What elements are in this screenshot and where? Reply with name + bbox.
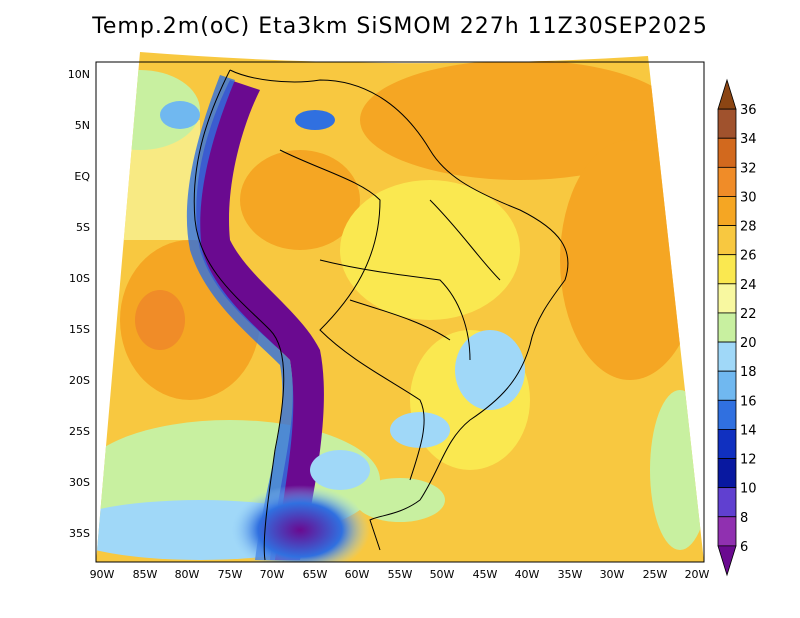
- lon-label: 75W: [218, 568, 243, 581]
- lon-label: 30W: [600, 568, 625, 581]
- lon-label: 90W: [90, 568, 115, 581]
- lon-label: 60W: [345, 568, 370, 581]
- colorbar-label: 18: [740, 365, 757, 380]
- colorbar-segment: [717, 458, 737, 489]
- colorbar-segment: [717, 225, 737, 256]
- colorbar-label: 20: [740, 336, 757, 351]
- colorbar-label: 16: [740, 394, 757, 409]
- lon-label: 25W: [643, 568, 668, 581]
- colorbar-label: 28: [740, 220, 757, 235]
- lon-label: 55W: [388, 568, 413, 581]
- boundaries: [193, 69, 569, 561]
- colorbar-label: 10: [740, 482, 757, 497]
- lat-label: 15S: [69, 323, 90, 336]
- colorbar-label: 8: [740, 511, 748, 526]
- colorbar-segment: [717, 196, 737, 226]
- colorbar-segment: [717, 108, 737, 139]
- lat-label: EQ: [74, 170, 90, 183]
- map-frame: [95, 61, 705, 563]
- lon-label: 35W: [558, 568, 583, 581]
- lon-label: 80W: [175, 568, 200, 581]
- colorbar-segment: [717, 341, 737, 372]
- colorbar-segment: [717, 370, 737, 401]
- colorbar-segment: [717, 254, 737, 285]
- colorbar-label: 30: [740, 190, 757, 205]
- lat-label: 30S: [69, 476, 90, 489]
- lat-axis: 10N 5N EQ 5S 10S 15S 20S 25S 30S 35S: [68, 68, 91, 540]
- lon-label: 45W: [473, 568, 498, 581]
- lat-label: 20S: [69, 374, 90, 387]
- colorbar-label: 34: [740, 132, 757, 147]
- lon-axis: 90W 85W 80W 75W 70W 65W 60W 55W 50W 45W …: [90, 568, 710, 581]
- lat-label: 10N: [68, 68, 90, 81]
- colorbar-segment: [717, 137, 737, 168]
- colorbar-segment: [717, 545, 737, 577]
- colorbar-label: 14: [740, 423, 757, 438]
- colorbar-segment: [717, 78, 737, 110]
- lon-label: 70W: [260, 568, 285, 581]
- lat-label: 35S: [69, 527, 90, 540]
- lon-label: 20W: [685, 568, 710, 581]
- colorbar-label: 22: [740, 307, 757, 322]
- colorbar-label: 24: [740, 278, 757, 293]
- lat-label: 10S: [69, 272, 90, 285]
- colorbar-segment: [717, 283, 737, 314]
- map-title: Temp.2m(oC) Eta3km SiSMOM 227h 11Z30SEP2…: [92, 14, 708, 39]
- lat-label: 25S: [69, 425, 90, 438]
- lon-label: 40W: [515, 568, 540, 581]
- colorbar: 36 34 32 30 28 26 24 22 20 18 16 14 12 10 8 6: [717, 78, 757, 577]
- colorbar-label: 12: [740, 453, 757, 468]
- colorbar-segment: [717, 429, 737, 459]
- colorbar-label: 6: [740, 540, 748, 555]
- colorbar-segment: [717, 399, 737, 430]
- lon-label: 50W: [430, 568, 455, 581]
- lat-label: 5N: [75, 119, 90, 132]
- colorbar-label: 32: [740, 161, 757, 176]
- colorbar-segment: [717, 312, 737, 343]
- lon-label: 65W: [303, 568, 328, 581]
- lon-label: 85W: [133, 568, 158, 581]
- colorbar-label: 26: [740, 249, 757, 264]
- colorbar-label: 36: [740, 103, 757, 118]
- colorbar-segment: [717, 516, 737, 547]
- colorbar-segment: [717, 166, 737, 197]
- colorbar-segment: [717, 487, 737, 518]
- temperature-field: [96, 52, 704, 562]
- lat-label: 5S: [76, 221, 90, 234]
